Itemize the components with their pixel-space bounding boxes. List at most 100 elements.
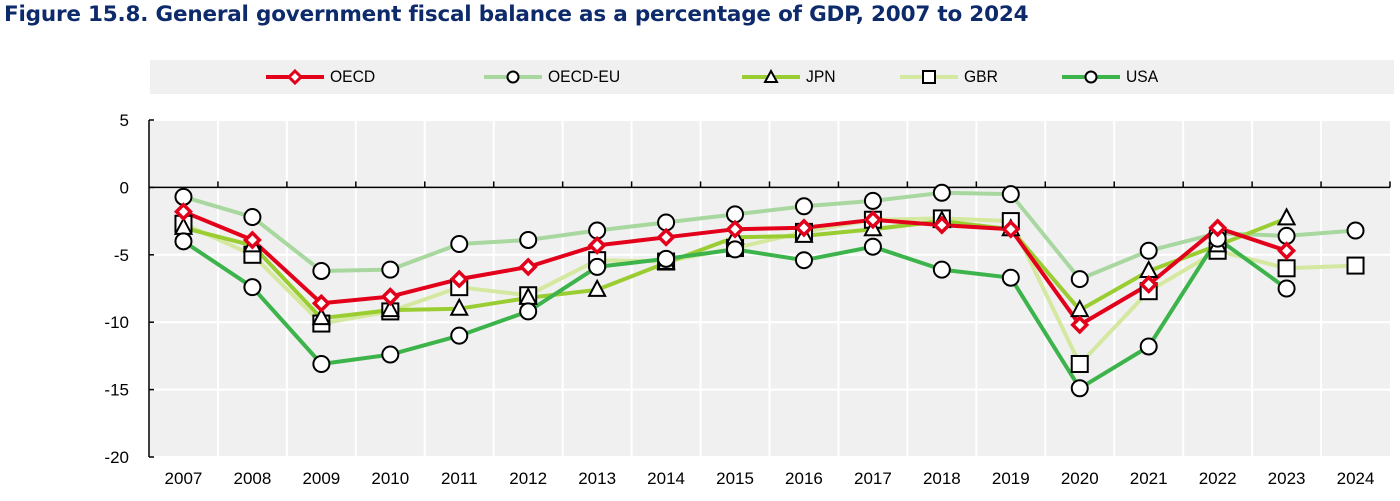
x-tick-label: 2010: [371, 469, 409, 488]
data-point-oecd-eu: [450, 235, 469, 254]
data-point-oecd: [932, 215, 952, 235]
data-point-oecd-eu: [1001, 185, 1020, 204]
data-point-jpn: [311, 307, 332, 326]
series-line-oecd-eu: [182, 190, 1356, 282]
x-tick-label: 2018: [923, 469, 961, 488]
legend-swatch-jpn: [742, 68, 800, 83]
legend-label: USA: [1126, 67, 1159, 86]
x-tick-label: 2011: [441, 469, 478, 488]
x-tick-label: 2020: [1061, 469, 1099, 488]
data-point-usa: [932, 260, 951, 279]
square-marker-icon: [922, 70, 936, 84]
data-point-usa: [519, 302, 538, 321]
data-point-oecd: [1139, 274, 1159, 294]
legend-swatch-gbr: [900, 70, 958, 84]
x-tick-label: 2024: [1337, 469, 1375, 488]
data-point-usa: [588, 257, 607, 276]
data-point-usa: [1070, 379, 1089, 398]
data-point-usa: [312, 354, 331, 373]
triangle-marker-icon: [763, 68, 779, 83]
y-tick-label: 0: [120, 178, 129, 197]
data-point-jpn: [380, 298, 400, 318]
data-point-jpn: [1276, 207, 1297, 226]
data-point-oecd-eu: [794, 197, 813, 216]
data-point-oecd: [518, 257, 538, 277]
legend-swatch-oecd: [266, 68, 324, 86]
data-point-oecd-eu: [1070, 270, 1089, 289]
y-tick-label: 5: [120, 111, 129, 130]
data-point-oecd-eu: [519, 230, 538, 249]
data-point-oecd-eu: [381, 260, 400, 279]
x-tick-label: 2014: [647, 469, 685, 488]
data-point-oecd: [725, 219, 745, 239]
data-point-gbr: [1277, 259, 1296, 278]
data-point-oecd: [656, 227, 676, 247]
legend-label: OECD: [330, 67, 376, 86]
legend-item-oecd-eu: OECD-EU: [480, 60, 626, 94]
data-point-usa: [381, 345, 400, 364]
x-tick-label: 2023: [1268, 469, 1306, 488]
circle-marker-icon: [506, 70, 520, 84]
legend-label: OECD-EU: [548, 67, 621, 86]
x-tick-label: 2016: [785, 469, 823, 488]
legend-swatch-usa: [1062, 70, 1120, 84]
x-tick-label: 2022: [1199, 469, 1237, 488]
x-tick-label: 2007: [165, 469, 203, 488]
data-point-oecd: [380, 287, 400, 307]
y-tick-label: -10: [104, 313, 129, 332]
data-point-oecd: [311, 293, 331, 313]
data-point-oecd-eu: [243, 208, 262, 227]
chart-legend: OECD OECD-EU JPN GBR USA: [150, 60, 1394, 94]
data-point-oecd: [1070, 315, 1090, 335]
data-point-usa: [794, 251, 813, 270]
data-point-oecd: [173, 202, 193, 222]
legend-item-gbr: GBR: [896, 60, 1001, 94]
data-point-usa: [657, 249, 676, 268]
legend-label: GBR: [964, 67, 998, 86]
x-tick-label: 2012: [509, 469, 547, 488]
data-point-gbr: [1070, 354, 1089, 373]
diamond-marker-icon: [286, 68, 304, 86]
x-tick-label: 2019: [992, 469, 1030, 488]
legend-item-usa: USA: [1058, 60, 1161, 94]
data-point-oecd: [863, 210, 883, 230]
data-point-oecd-eu: [1139, 241, 1158, 260]
data-point-oecd: [1001, 219, 1021, 239]
data-point-usa: [174, 232, 193, 251]
chart-title: Figure 15.8. General government fiscal b…: [4, 2, 1029, 27]
x-tick-label: 2009: [302, 469, 340, 488]
data-point-jpn: [587, 278, 607, 297]
data-point-oecd: [1277, 241, 1297, 261]
legend-swatch-oecd-eu: [484, 70, 542, 84]
data-point-usa: [1277, 279, 1296, 298]
data-point-oecd: [794, 218, 814, 238]
data-point-usa: [1139, 337, 1158, 356]
x-tick-label: 2015: [716, 469, 754, 488]
legend-label: JPN: [806, 67, 836, 86]
data-point-oecd: [587, 235, 607, 255]
data-point-usa: [1001, 268, 1020, 287]
x-tick-label: 2017: [854, 469, 892, 488]
y-tick-label: -15: [104, 381, 129, 400]
legend-item-oecd: OECD: [262, 60, 379, 94]
data-point-jpn: [449, 297, 469, 316]
data-point-oecd: [242, 230, 262, 250]
data-point-oecd-eu: [932, 183, 951, 202]
data-point-oecd: [449, 269, 469, 289]
x-tick-label: 2013: [578, 469, 616, 488]
x-tick-label: 2021: [1130, 469, 1168, 488]
data-point-oecd-eu: [1346, 221, 1365, 240]
y-tick-label: -5: [114, 246, 129, 265]
data-point-oecd-eu: [312, 261, 331, 280]
circle-marker-icon: [1084, 70, 1098, 84]
data-point-usa: [726, 240, 745, 259]
data-point-gbr: [1346, 256, 1365, 275]
data-point-usa: [450, 326, 469, 345]
legend-item-jpn: JPN: [738, 60, 838, 94]
data-point-oecd-eu: [863, 191, 882, 210]
y-tick-label: -20: [104, 448, 129, 467]
x-tick-label: 2008: [234, 469, 272, 488]
data-point-usa: [243, 278, 262, 297]
data-point-usa: [863, 237, 882, 256]
